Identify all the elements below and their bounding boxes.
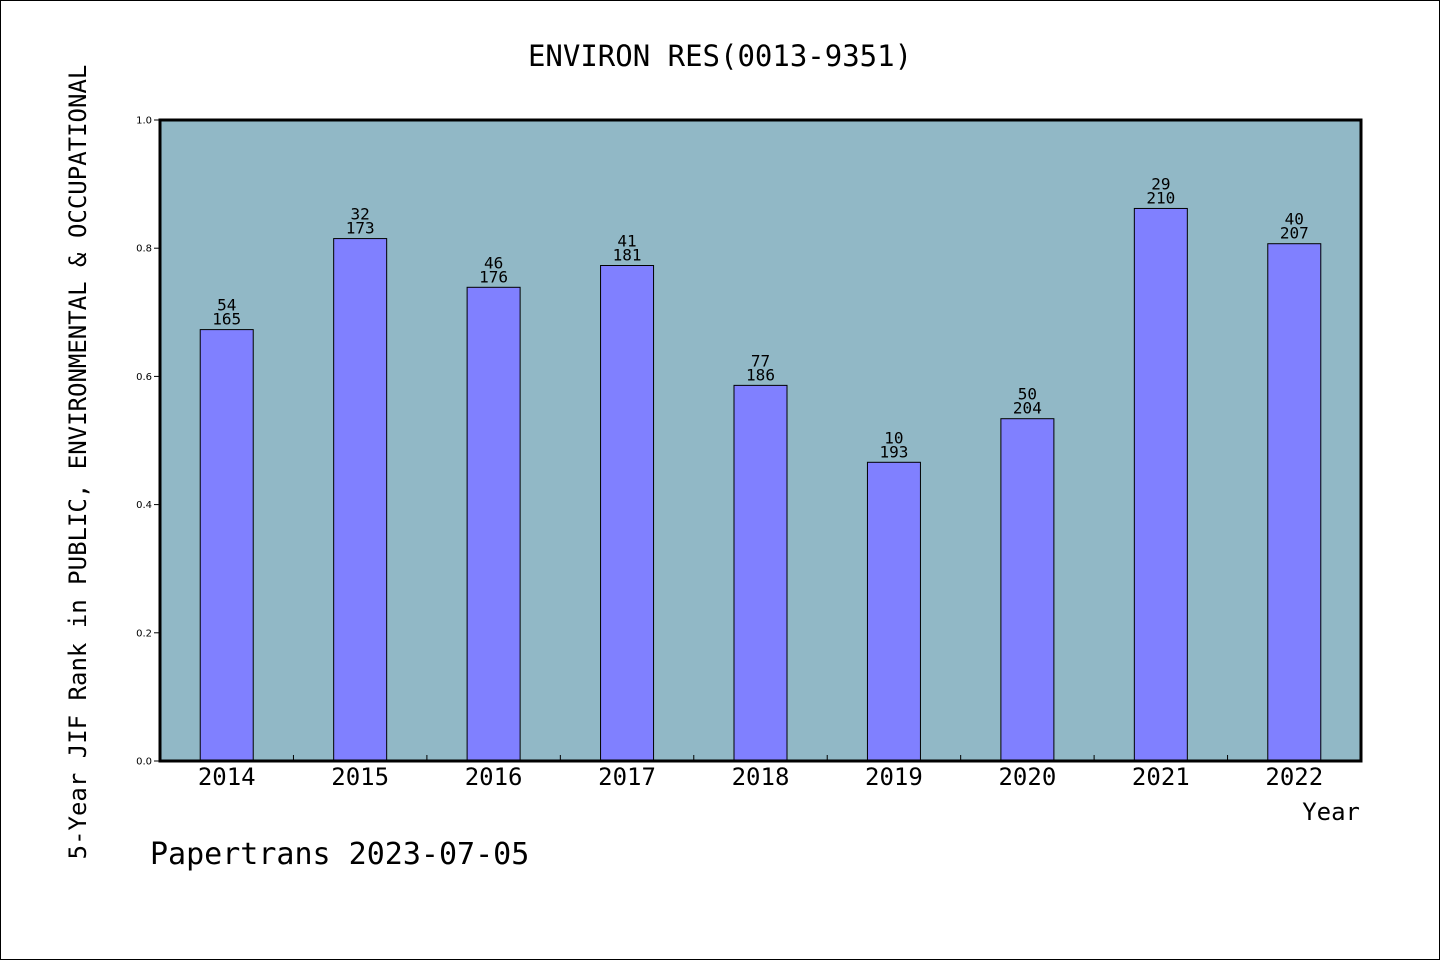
plot-border (158, 118, 1363, 763)
y-tick-label: 0.0 (136, 757, 152, 768)
x-tick-label: 2014 (198, 763, 256, 791)
bar-2021 (1133, 207, 1188, 762)
bar-rank-label: 40 (1285, 210, 1304, 229)
bar-rank-label: 77 (751, 351, 770, 370)
bar-total-label: 204 (1013, 399, 1042, 418)
x-tick-label: 2016 (465, 763, 523, 791)
bar-rank-label: 46 (484, 253, 503, 272)
x-tick-label: 2022 (1265, 763, 1323, 791)
bar-total-label: 165 (212, 310, 241, 329)
chart-title: ENVIRON RES(0013-9351) (528, 39, 912, 73)
y-tick-label: 0.6 (136, 372, 152, 383)
x-tick-label: 2018 (732, 763, 790, 791)
bar-2019 (866, 461, 921, 762)
x-tick-label: 2021 (1132, 763, 1190, 791)
bar-total-label: 210 (1146, 188, 1175, 207)
bar-total-label: 173 (346, 219, 375, 238)
y-tick-label: 0.4 (136, 500, 152, 511)
bar-total-label: 207 (1280, 224, 1309, 243)
bar-2020 (1000, 418, 1055, 762)
bar-2014 (199, 329, 254, 762)
bar-total-label: 181 (613, 246, 642, 265)
bar-rank-label: 41 (617, 232, 636, 251)
y-axis: 0.0 0.2 0.4 0.6 0.8 1.0 (136, 116, 160, 768)
bar-total-label: 193 (879, 442, 908, 461)
bar-rank-label: 29 (1151, 174, 1170, 193)
bar-2017 (600, 265, 655, 762)
y-tick-label: 0.8 (136, 244, 152, 255)
bar-2016 (466, 286, 521, 762)
y-axis-label: 5-Year JIF Rank in PUBLIC, ENVIRONMENTAL… (64, 65, 92, 860)
footer-credit: Papertrans 2023-07-05 (150, 837, 529, 872)
x-axis-label: Year (1302, 798, 1360, 826)
y-tick-label: 1.0 (136, 116, 152, 127)
x-tick-label: 2020 (998, 763, 1056, 791)
bar-2018 (733, 384, 788, 762)
bar-rank-label: 54 (217, 296, 236, 315)
bar-2022 (1267, 243, 1322, 762)
bar-rank-label: 10 (884, 428, 903, 447)
bars (199, 207, 1322, 762)
y-tick-label: 0.2 (136, 628, 152, 639)
x-tick-label: 2019 (865, 763, 923, 791)
bar-total-label: 186 (746, 365, 775, 384)
bar-2015 (333, 238, 388, 762)
bar-total-label: 176 (479, 267, 508, 286)
x-axis: 2014 2015 2016 2017 2018 2019 2020 2021 2022 (198, 755, 1323, 791)
x-tick-label: 2015 (331, 763, 389, 791)
bar-rank-label: 32 (351, 205, 370, 224)
x-tick-label: 2017 (598, 763, 656, 791)
bar-rank-label: 50 (1018, 385, 1037, 404)
